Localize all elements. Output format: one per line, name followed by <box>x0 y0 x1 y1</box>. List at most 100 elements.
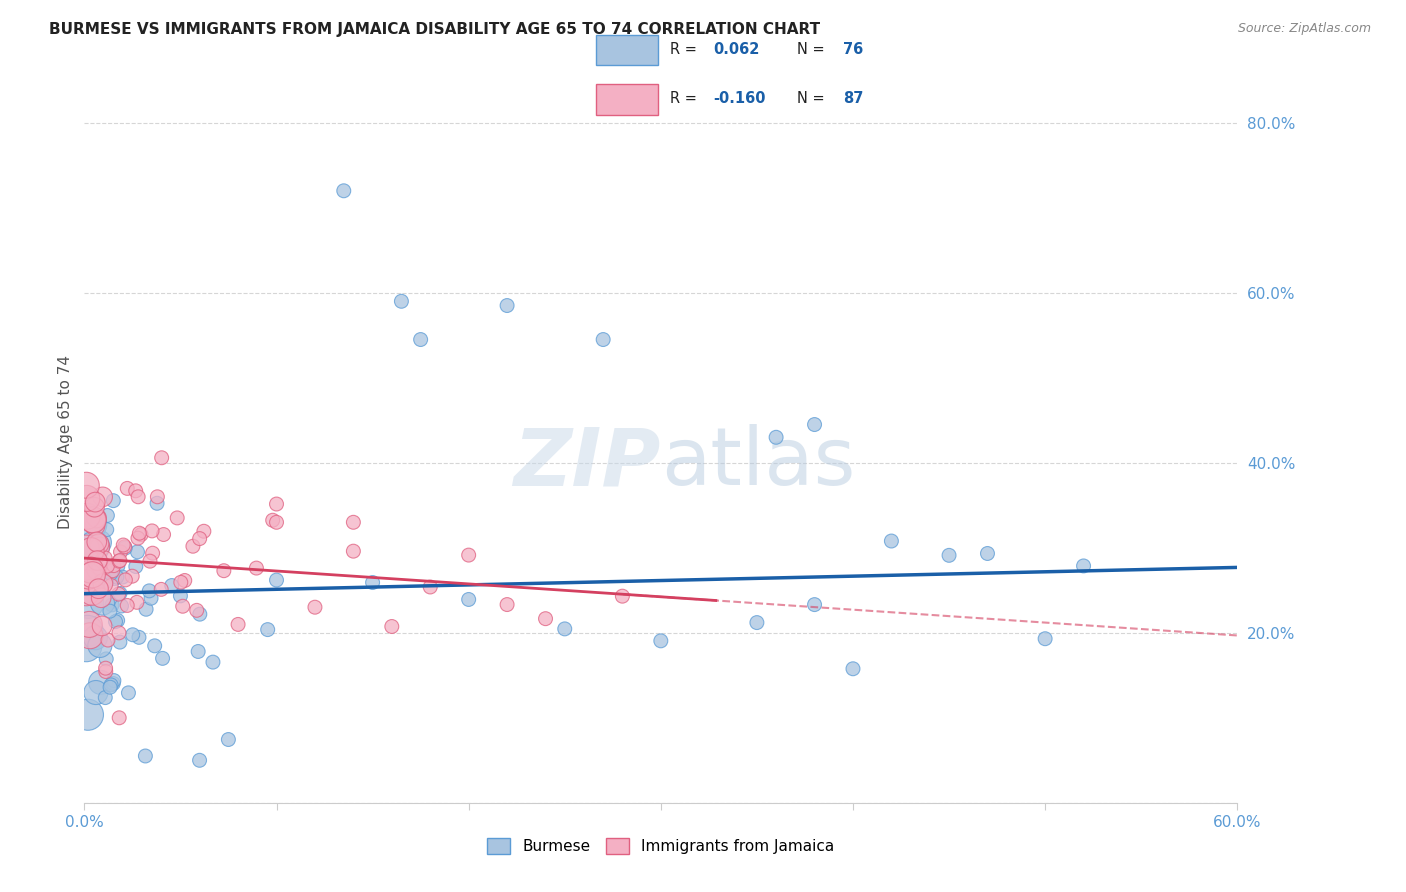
Point <box>391 294 413 309</box>
Point <box>117 686 139 700</box>
Point <box>90 559 112 574</box>
Point <box>80 543 103 558</box>
Point <box>96 559 118 574</box>
Text: ZIP: ZIP <box>513 425 661 502</box>
Point <box>134 749 156 764</box>
Point <box>75 586 97 600</box>
Point <box>79 617 101 632</box>
Point <box>146 496 169 510</box>
Point <box>108 586 131 600</box>
Point <box>193 524 215 539</box>
Point <box>245 561 267 575</box>
Point <box>127 490 149 504</box>
Point <box>152 527 174 541</box>
Point <box>745 615 768 630</box>
Point <box>127 531 149 545</box>
Point <box>86 553 108 567</box>
Point <box>170 575 193 590</box>
Point <box>103 676 125 690</box>
Text: Source: ZipAtlas.com: Source: ZipAtlas.com <box>1237 22 1371 36</box>
Point <box>496 598 519 612</box>
Point <box>94 550 117 565</box>
Point <box>139 591 162 606</box>
Point <box>803 417 825 432</box>
Point <box>135 602 157 616</box>
Point <box>75 639 97 653</box>
Point <box>112 538 135 552</box>
Point <box>212 564 235 578</box>
Point <box>104 572 127 586</box>
Point <box>94 665 117 679</box>
Point <box>128 631 150 645</box>
Text: -0.160: -0.160 <box>713 91 766 106</box>
Point <box>94 690 117 705</box>
Point <box>80 585 103 599</box>
Point <box>91 619 114 633</box>
Point <box>976 547 998 561</box>
Point <box>108 625 131 640</box>
Point <box>108 711 131 725</box>
Text: N =: N = <box>797 42 830 57</box>
Point <box>108 554 131 568</box>
Point <box>121 569 143 583</box>
Point <box>125 595 148 609</box>
Point <box>125 559 148 574</box>
Point <box>266 497 288 511</box>
Text: 76: 76 <box>844 42 863 57</box>
Point <box>172 599 194 614</box>
Point <box>89 535 111 549</box>
Point <box>141 524 163 538</box>
Point <box>111 570 134 584</box>
Point <box>84 685 107 699</box>
Point <box>77 707 100 722</box>
Point <box>361 575 384 590</box>
Point <box>76 624 98 638</box>
Point <box>90 591 112 605</box>
Point <box>76 491 98 506</box>
Point <box>129 527 152 541</box>
Point <box>114 541 136 555</box>
Point <box>108 635 131 649</box>
Point <box>87 537 110 551</box>
Point <box>457 548 479 562</box>
Text: atlas: atlas <box>661 425 855 502</box>
Point <box>84 495 107 509</box>
Point <box>169 589 191 603</box>
Point <box>108 553 131 567</box>
Point <box>90 675 112 690</box>
Point <box>82 513 104 527</box>
Point <box>201 655 224 669</box>
Point <box>262 513 284 527</box>
Point <box>107 559 129 574</box>
Point <box>110 599 132 613</box>
FancyBboxPatch shape <box>596 84 658 114</box>
Point <box>496 299 519 313</box>
Text: R =: R = <box>671 91 702 106</box>
Point <box>114 540 136 554</box>
Y-axis label: Disability Age 65 to 74: Disability Age 65 to 74 <box>58 354 73 529</box>
Point <box>79 563 101 577</box>
Point <box>83 540 105 554</box>
Point <box>75 575 97 590</box>
Point <box>333 184 356 198</box>
Point <box>107 587 129 601</box>
Point <box>79 629 101 643</box>
Point <box>409 333 432 347</box>
Point <box>1073 558 1095 573</box>
Point <box>83 500 105 515</box>
Point <box>342 516 364 530</box>
Point <box>86 563 108 577</box>
Point <box>143 639 166 653</box>
Point <box>256 623 278 637</box>
Point <box>77 569 100 583</box>
Point <box>104 615 127 629</box>
Point <box>91 576 114 591</box>
Point <box>125 483 148 498</box>
Point <box>100 578 122 592</box>
Point <box>103 493 125 508</box>
Point <box>186 603 208 617</box>
Point <box>117 599 139 613</box>
Point <box>76 509 98 524</box>
Point <box>160 578 183 592</box>
Point <box>166 511 188 525</box>
